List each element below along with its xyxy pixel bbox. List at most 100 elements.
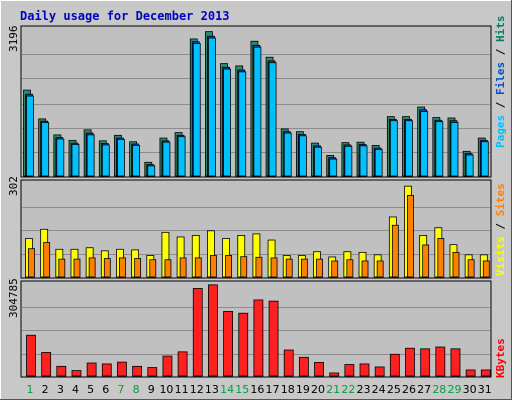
bar-kbytes-day-16 xyxy=(253,299,264,377)
day-label-20: 20 xyxy=(311,383,325,396)
bar-kbytes-day-13 xyxy=(208,284,218,377)
bar-kbytes-day-1 xyxy=(26,334,36,377)
day-label-25: 25 xyxy=(387,383,401,396)
day-label-6: 6 xyxy=(102,383,109,396)
bar-kbytes-day-28 xyxy=(435,346,446,377)
bar-kbytes-day-3 xyxy=(56,365,67,377)
bar-pages-day-27 xyxy=(420,111,429,177)
day-label-23: 23 xyxy=(357,383,371,396)
bar-pages-day-3 xyxy=(56,138,65,177)
bar-pages-day-13 xyxy=(208,37,216,177)
legend-separator: / xyxy=(494,95,507,115)
legend-item-pages: Pages xyxy=(494,115,507,148)
legend-item-sites: Sites xyxy=(494,183,507,216)
bar-kbytes-day-19 xyxy=(298,356,309,377)
bar-kbytes-day-25 xyxy=(389,353,400,377)
day-label-14: 14 xyxy=(220,383,234,396)
legend-item-hits: Hits xyxy=(494,16,507,43)
day-label-11: 11 xyxy=(175,383,189,396)
bar-kbytes-day-18 xyxy=(283,349,294,377)
day-label-26: 26 xyxy=(402,383,416,396)
legend-visits-sites: Visits / Sites xyxy=(494,183,507,276)
bar-kbytes-day-6 xyxy=(101,363,112,377)
bar-kbytes-day-20 xyxy=(314,362,324,377)
day-label-31: 31 xyxy=(478,383,492,396)
bar-pages-day-19 xyxy=(298,135,307,177)
panel-visits-ymax-label: 302 xyxy=(7,176,20,196)
legend-separator: / xyxy=(494,42,507,62)
bar-pages-day-4 xyxy=(71,144,80,177)
bar-pages-day-11 xyxy=(177,136,186,177)
bar-sites-day-7 xyxy=(119,257,126,278)
bar-kbytes-day-27 xyxy=(420,348,431,377)
bar-sites-day-30 xyxy=(467,259,475,278)
bar-pages-day-16 xyxy=(253,46,262,177)
day-label-12: 12 xyxy=(190,383,204,396)
bar-sites-day-31 xyxy=(482,260,490,278)
panel-hits-ymax-label: 3196 xyxy=(7,26,20,53)
bar-sites-day-14 xyxy=(225,255,232,278)
bar-sites-day-26 xyxy=(407,194,414,278)
bar-sites-day-25 xyxy=(391,224,399,278)
bar-sites-day-10 xyxy=(164,259,172,278)
bar-kbytes-day-9 xyxy=(147,367,158,377)
bar-sites-day-28 xyxy=(437,238,445,278)
bar-pages-day-8 xyxy=(132,144,141,177)
day-label-13: 13 xyxy=(205,383,219,396)
day-label-28: 28 xyxy=(432,383,446,396)
bar-pages-day-9 xyxy=(147,165,156,177)
panel-kbytes-ymax-label: 304785 xyxy=(7,278,20,318)
bar-kbytes-day-23 xyxy=(359,363,370,377)
day-label-30: 30 xyxy=(463,383,477,396)
bar-pages-day-5 xyxy=(86,134,95,177)
day-label-7: 7 xyxy=(117,383,124,396)
bar-kbytes-day-10 xyxy=(162,355,173,377)
day-label-19: 19 xyxy=(296,383,310,396)
bar-pages-day-24 xyxy=(374,149,383,177)
day-label-22: 22 xyxy=(341,383,355,396)
bar-sites-day-21 xyxy=(331,260,339,278)
day-label-16: 16 xyxy=(250,383,264,396)
bar-sites-day-2 xyxy=(43,242,51,278)
bar-kbytes-day-8 xyxy=(132,365,143,377)
day-label-15: 15 xyxy=(235,383,249,396)
chart-title: Daily usage for December 2013 xyxy=(20,9,230,23)
bar-sites-day-13 xyxy=(210,255,217,278)
day-label-5: 5 xyxy=(87,383,94,396)
bar-kbytes-day-15 xyxy=(238,312,249,377)
legend-kbytes: KBytes xyxy=(494,338,507,378)
bar-pages-day-26 xyxy=(405,120,413,177)
day-label-1: 1 xyxy=(27,383,34,396)
legend-item-files: Files xyxy=(494,62,507,95)
day-label-3: 3 xyxy=(57,383,64,396)
bar-kbytes-day-11 xyxy=(177,351,188,377)
bar-sites-day-18 xyxy=(285,258,293,278)
bar-pages-day-18 xyxy=(283,132,292,177)
bar-pages-day-20 xyxy=(314,146,322,177)
bar-sites-day-5 xyxy=(88,257,96,278)
legend-separator: / xyxy=(494,216,507,236)
bar-sites-day-11 xyxy=(179,257,187,278)
day-label-27: 27 xyxy=(417,383,431,396)
bar-kbytes-day-24 xyxy=(374,366,385,377)
legend-hits-files-pages: Pages / Files / Hits xyxy=(494,16,507,149)
bar-kbytes-day-29 xyxy=(450,348,461,377)
bar-sites-day-9 xyxy=(149,259,157,278)
day-label-17: 17 xyxy=(266,383,280,396)
bar-kbytes-day-14 xyxy=(223,311,233,377)
bar-pages-day-21 xyxy=(329,158,338,177)
bar-sites-day-23 xyxy=(361,260,369,278)
day-label-8: 8 xyxy=(133,383,140,396)
bar-sites-day-22 xyxy=(346,259,354,278)
bar-pages-day-2 xyxy=(41,122,50,177)
bar-kbytes-day-7 xyxy=(117,361,127,377)
bar-pages-day-6 xyxy=(101,144,110,177)
bar-pages-day-23 xyxy=(359,145,368,177)
bar-pages-day-15 xyxy=(238,71,247,177)
bar-sites-day-1 xyxy=(28,248,35,278)
bar-kbytes-day-17 xyxy=(268,300,279,377)
bar-sites-day-12 xyxy=(194,257,202,278)
bar-sites-day-27 xyxy=(422,244,430,278)
bar-sites-day-19 xyxy=(300,258,308,278)
